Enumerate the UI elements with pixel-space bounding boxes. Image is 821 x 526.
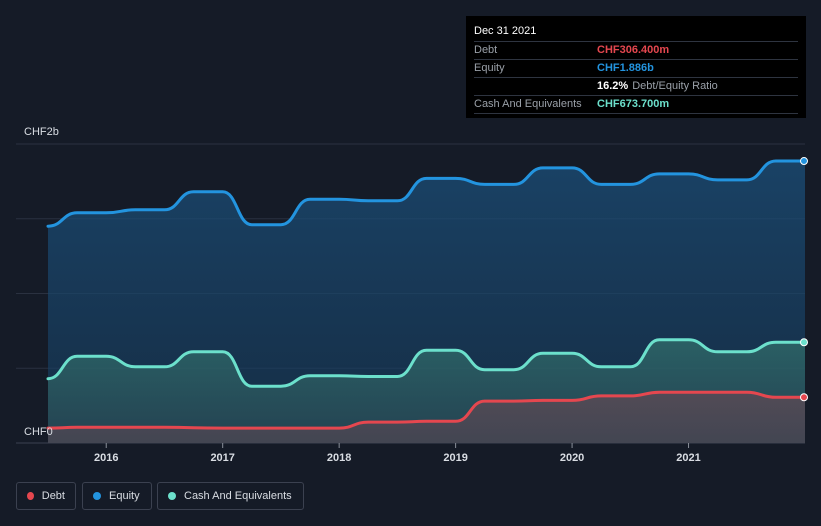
x-tick-label: 2016 (94, 452, 118, 464)
legend-label: Equity (109, 490, 140, 502)
x-tick-label: 2017 (210, 452, 234, 464)
equity-end-marker (800, 157, 808, 166)
x-tick-label: 2021 (676, 452, 700, 464)
tooltip-label (474, 78, 597, 95)
tooltip-date: Dec 31 2021 (474, 25, 537, 37)
x-tick-label: 2018 (327, 452, 351, 464)
tooltip-row-equity: Equity CHF1.886b (474, 59, 798, 77)
cash-line (46, 338, 807, 388)
legend-label: Cash And Equivalents (184, 490, 292, 502)
tooltip-row-debt: Debt CHF306.400m (474, 41, 798, 59)
legend-item-cash[interactable]: Cash And Equivalents (157, 482, 304, 510)
debt-end-marker (800, 393, 808, 402)
tooltip-value: CHF673.700m (597, 98, 670, 110)
tooltip-value: CHF306.400m (597, 44, 670, 56)
debt-line (46, 390, 807, 430)
tooltip-row-cash: Cash And Equivalents CHF673.700m (474, 95, 798, 114)
tooltip-panel: Dec 31 2021 Debt CHF306.400m Equity CHF1… (466, 16, 806, 118)
tooltip-row-ratio: 16.2% Debt/Equity Ratio (474, 77, 798, 95)
tooltip-label: Cash And Equivalents (474, 98, 582, 110)
debt-dot-icon (27, 492, 34, 500)
tooltip-value: 16.2% (597, 80, 629, 92)
cash-dot-icon (168, 492, 176, 500)
legend-item-equity[interactable]: Equity (82, 482, 152, 510)
equity-dot-icon (93, 492, 101, 500)
legend-label: Debt (41, 490, 65, 502)
x-tick-label: 2019 (443, 452, 467, 464)
tooltip-suffix: Debt/Equity Ratio (632, 80, 718, 92)
y-axis-label-bottom: CHF0 (24, 426, 53, 438)
tooltip-label: Equity (474, 62, 505, 74)
y-axis-label-top: CHF2b (24, 126, 59, 138)
debt-area (48, 392, 805, 443)
tooltip-value: CHF1.886b (597, 62, 654, 74)
equity-line (46, 159, 807, 228)
cash-end-marker (800, 338, 808, 347)
x-tick-label: 2020 (560, 452, 584, 464)
legend-item-debt[interactable]: Debt (16, 482, 76, 510)
tooltip-label: Debt (474, 44, 498, 56)
